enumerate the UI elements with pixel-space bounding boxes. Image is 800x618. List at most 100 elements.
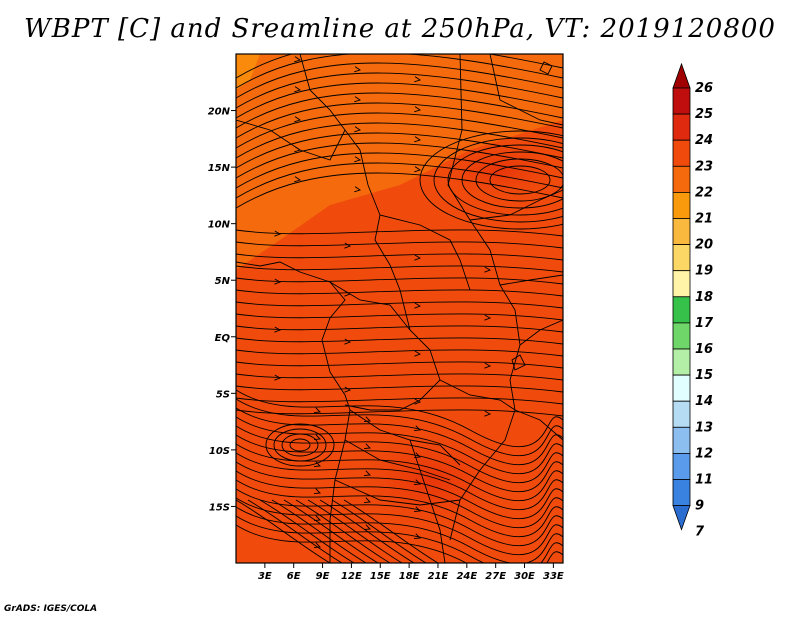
lon-tick-label: 18E: [399, 571, 420, 582]
streamline-arrow: [354, 126, 362, 133]
streamline: [236, 92, 563, 129]
streamline: [419, 130, 563, 230]
streamline: [236, 82, 563, 119]
streamline: [236, 385, 563, 393]
lat-tick-label: EQ: [215, 333, 231, 344]
streamline: [331, 499, 427, 563]
streamline: [236, 461, 563, 520]
colorbar-swatch: [672, 322, 691, 350]
streamline: [236, 54, 563, 79]
colorbar-label: 26: [695, 81, 713, 96]
grads-credit: GrADS: IGES/COLA: [4, 604, 98, 614]
streamline: [236, 54, 563, 89]
colorbar-swatch: [672, 426, 691, 454]
colorbar-label: 23: [695, 159, 713, 174]
streamline: [236, 301, 563, 309]
lon-tick-label: 3E: [258, 571, 272, 582]
streamline-arrow: [484, 314, 492, 321]
colorbar: 26 25 24 23 22 21 20 19 18 17 16 15 14 13 12 11 9 7: [672, 62, 714, 540]
streamline-arrow: [413, 533, 421, 540]
streamline-arrow: [344, 242, 352, 249]
streamline-arrow: [294, 116, 302, 123]
lon-tick-label: 9E: [316, 571, 330, 582]
streamline-arrow: [414, 350, 422, 357]
streamline-arrow: [294, 56, 302, 63]
colorbar-swatch: [672, 479, 691, 507]
colorbar-swatch: [672, 270, 691, 298]
streamline-arrow: [414, 106, 422, 113]
streamline-arrow: [363, 443, 371, 450]
streamline: [236, 112, 563, 149]
colorbar-label: 25: [695, 107, 713, 122]
streamline-arrow: [363, 524, 371, 531]
streamline-arrow: [344, 386, 352, 393]
lon-tick-label: 15E: [370, 571, 391, 582]
lon-tick-label: 27E: [485, 571, 506, 582]
streamline: [236, 349, 563, 357]
streamline: [283, 499, 379, 563]
streamline: [307, 499, 403, 563]
streamline: [447, 144, 563, 216]
streamline: [236, 277, 563, 285]
colorbar-swatch: [672, 400, 691, 428]
colorbar-swatch: [672, 296, 691, 324]
streamline: [236, 398, 563, 457]
streamline: [236, 102, 563, 139]
streamline: [236, 488, 563, 547]
streamline-arrow: [414, 254, 422, 261]
streamline-arrow: [414, 76, 422, 83]
streamline-arrow: [313, 488, 321, 495]
streamline: [289, 438, 311, 452]
streamline-arrow: [313, 542, 321, 549]
streamline-arrow: [274, 278, 282, 285]
streamline-arrow: [363, 497, 371, 504]
streamline: [236, 265, 563, 273]
streamline: [461, 151, 563, 209]
streamline: [236, 373, 563, 381]
colorbar-min-arrow: [672, 505, 691, 531]
map-title: WBPT [C] and Sreamline at 250hPa, VT: 20…: [24, 14, 776, 44]
streamlines: [236, 54, 563, 563]
colorbar-label: 12: [695, 446, 713, 461]
streamline: [236, 479, 563, 538]
lat-tick-label: 5N: [215, 276, 231, 287]
streamline-arrow: [413, 479, 421, 486]
streamline: [271, 499, 367, 563]
streamline: [236, 253, 563, 261]
streamline: [236, 389, 563, 448]
streamline-arrow: [274, 326, 282, 333]
lat-tick-label: 15N: [208, 163, 231, 174]
streamline-arrow: [344, 338, 352, 345]
streamline: [281, 433, 319, 457]
colorbar-label: 20: [695, 238, 713, 253]
streamline: [236, 132, 563, 169]
colorbar-label: 7: [695, 525, 705, 540]
streamline: [236, 524, 563, 563]
streamline: [343, 499, 439, 563]
streamline-arrow: [294, 176, 302, 183]
streamline: [236, 425, 563, 484]
lon-tick-label: 6E: [287, 571, 301, 582]
colorbar-max-arrow: [672, 62, 691, 89]
colorbar-label: 18: [695, 290, 713, 305]
streamline: [265, 423, 335, 467]
streamline: [236, 452, 563, 511]
colorbar-label: 24: [695, 133, 713, 148]
streamline-arrow: [414, 302, 422, 309]
lon-tick-label: 12E: [341, 571, 362, 582]
lon-tick-label: 21E: [428, 571, 449, 582]
colorbar-label: 14: [695, 394, 713, 409]
streamline: [236, 289, 563, 297]
streamline-arrow: [274, 374, 282, 381]
streamline-arrow: [313, 407, 321, 414]
colorbar-swatch: [672, 139, 691, 167]
streamline-arrow: [484, 266, 492, 273]
streamline-arrow: [354, 186, 362, 193]
map-frame: [235, 53, 564, 564]
streamline-arrow: [363, 470, 371, 477]
colorbar-swatch: [672, 218, 691, 246]
streamline: [236, 407, 563, 466]
streamline: [273, 428, 327, 462]
streamline: [236, 434, 563, 493]
